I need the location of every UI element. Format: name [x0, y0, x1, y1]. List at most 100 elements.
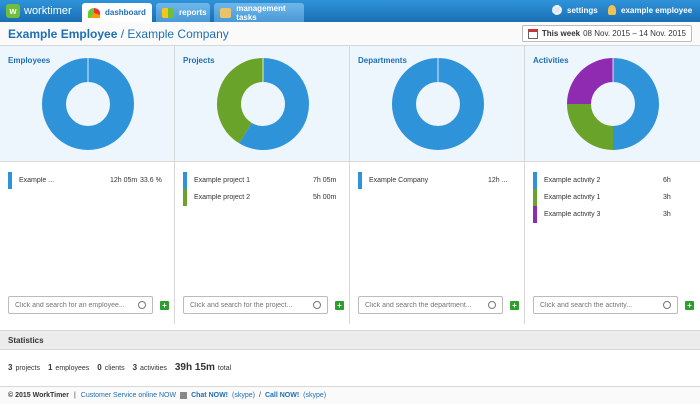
search-icon[interactable] [663, 301, 671, 309]
tab-management-tasks[interactable]: management tasks [214, 3, 304, 22]
list-item[interactable]: Example ... 12h 05m 33.6 % [8, 172, 168, 189]
panel-activities: Activities Example activity 2 6h Example a… [525, 46, 700, 324]
item-time: 3h [663, 211, 671, 218]
search-icon[interactable] [488, 301, 496, 309]
stat-label: total [217, 365, 232, 372]
departments-list: Example Company 12h ... [358, 172, 518, 189]
call-now-link[interactable]: Call NOW! [264, 392, 300, 399]
employee-name: Example Employee [8, 27, 118, 41]
activities-donut-chart [567, 58, 659, 150]
folder-icon [220, 7, 232, 18]
item-time: 12h 05m [110, 177, 138, 184]
employees-donut-chart [42, 58, 134, 150]
list-item[interactable]: Example activity 3 3h [533, 206, 693, 223]
stat-value: 3 [8, 363, 13, 372]
page-header: Example Employee / Example Company This … [0, 22, 700, 46]
panel-title: Projects [183, 56, 215, 65]
statistics-heading: Statistics [8, 336, 44, 345]
projects-donut-chart [217, 58, 309, 150]
donut-slice [239, 58, 309, 150]
project-search-input[interactable] [190, 301, 313, 309]
color-swatch [358, 172, 362, 189]
tab-dashboard-label: dashboard [105, 8, 146, 17]
list-item[interactable]: Example project 1 7h 05m [183, 172, 343, 189]
statistics-header: Statistics [0, 330, 700, 350]
search-icon[interactable] [313, 301, 321, 309]
week-selector[interactable]: This week 08 Nov. 2015 – 14 Nov. 2015 [521, 25, 692, 42]
company-name: / Example Company [120, 27, 229, 41]
stat-value: 39h 15m [174, 362, 215, 373]
chart-area: Activities [525, 46, 700, 162]
activity-search[interactable] [533, 296, 678, 314]
tab-reports[interactable]: reports [156, 3, 210, 22]
skype-call-link[interactable]: (skype) [303, 392, 327, 399]
tab-dashboard[interactable]: dashboard [82, 3, 152, 22]
color-swatch [533, 172, 537, 189]
customer-service-link[interactable]: Customer Service online NOW [80, 392, 177, 399]
color-swatch [8, 172, 12, 189]
chart-area: Employees [0, 46, 174, 162]
list-item[interactable]: Example project 2 5h 00m [183, 189, 343, 206]
panel-title: Activities [533, 56, 569, 65]
employees-list: Example ... 12h 05m 33.6 % [8, 172, 168, 189]
project-search[interactable] [183, 296, 328, 314]
gear-icon [552, 5, 562, 15]
employee-search[interactable] [8, 296, 153, 314]
panel-title: Employees [8, 56, 51, 65]
donut-slice [567, 103, 614, 150]
footer-separator: | [73, 392, 76, 399]
department-search-input[interactable] [365, 301, 488, 309]
add-activity-button[interactable]: + [685, 301, 694, 310]
user-icon [608, 5, 616, 15]
stat-label: clients [104, 365, 125, 372]
statistics-summary: 3 projects 1 employees 0 clients 3 activitie… [8, 362, 239, 373]
add-department-button[interactable]: + [510, 301, 519, 310]
panel-departments: Departments Example Company 12h ... + [350, 46, 525, 324]
skype-link[interactable]: (skype) [232, 392, 255, 399]
departments-donut-chart [392, 58, 484, 150]
activity-search-input[interactable] [540, 301, 663, 309]
calendar-icon [527, 28, 538, 39]
item-name: Example Company [369, 177, 429, 184]
stat-label: employees [55, 365, 90, 372]
settings-link[interactable]: settings [552, 5, 598, 15]
search-icon[interactable] [138, 301, 146, 309]
add-employee-button[interactable]: + [160, 301, 169, 310]
item-time: 3h [663, 194, 671, 201]
add-project-button[interactable]: + [335, 301, 344, 310]
item-time: 12h ... [488, 177, 508, 184]
panel-projects: Projects Example project 1 7h 05m Example … [175, 46, 350, 324]
app-name: worktimer [24, 5, 72, 17]
item-percent: 33.6 % [140, 177, 162, 184]
stat-label: projects [15, 365, 40, 372]
item-name: Example activity 3 [544, 211, 601, 218]
reports-icon [162, 7, 174, 18]
list-item[interactable]: Example activity 2 6h [533, 172, 693, 189]
chat-now-link[interactable]: Chat NOW! [191, 392, 229, 399]
employee-search-input[interactable] [15, 301, 138, 309]
item-time: 6h [663, 177, 671, 184]
stat-label: activities [140, 365, 167, 372]
item-time: 7h 05m [313, 177, 337, 184]
color-swatch [183, 189, 187, 206]
donut-slice [567, 58, 614, 105]
logo[interactable]: w worktimer [6, 3, 72, 19]
settings-label: settings [567, 5, 598, 15]
donut-slice [217, 58, 264, 144]
projects-list: Example project 1 7h 05m Example project 2… [183, 172, 343, 206]
week-label: This week [541, 29, 581, 38]
list-item[interactable]: Example activity 1 3h [533, 189, 693, 206]
chart-area: Projects [175, 46, 349, 162]
department-search[interactable] [358, 296, 503, 314]
tab-management-tasks-label: management tasks [236, 3, 286, 22]
item-time: 5h 00m [313, 194, 337, 201]
user-menu[interactable]: example employee [608, 5, 692, 15]
stat-value: 0 [97, 363, 102, 372]
list-item[interactable]: Example Company 12h ... [358, 172, 518, 189]
activities-list: Example activity 2 6h Example activity 1 3h… [533, 172, 693, 223]
stat-employees: 1 employees [48, 363, 89, 372]
week-range: 08 Nov. 2015 – 14 Nov. 2015 [583, 29, 686, 38]
chart-area: Departments [350, 46, 524, 162]
